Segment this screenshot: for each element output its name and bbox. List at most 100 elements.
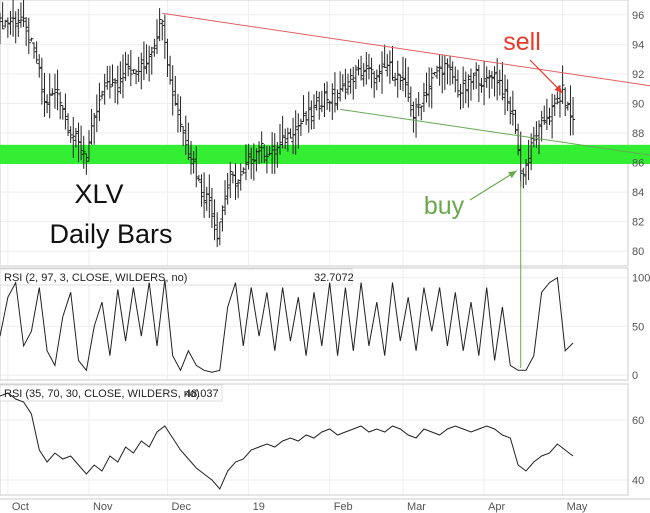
price-bar xyxy=(89,108,94,145)
price-y-tick-label: 96 xyxy=(632,10,644,22)
price-bar xyxy=(8,11,13,35)
price-bar xyxy=(521,167,526,189)
price-bar xyxy=(47,73,52,119)
price-bar xyxy=(448,55,453,86)
price-bar xyxy=(403,58,408,98)
price-bar xyxy=(136,56,141,82)
price-bar xyxy=(183,115,188,155)
price-bar xyxy=(400,56,405,92)
price-bar xyxy=(374,69,379,91)
chart-label-subtitle: Daily Bars xyxy=(49,219,172,249)
price-bar xyxy=(45,94,50,114)
price-bar xyxy=(118,61,123,95)
price-bar xyxy=(560,65,565,104)
price-bar xyxy=(160,19,165,41)
price-bar xyxy=(209,187,214,228)
price-bar xyxy=(513,109,518,135)
price-y-tick-label: 86 xyxy=(632,158,644,170)
price-bar xyxy=(542,105,547,125)
price-bar xyxy=(469,68,473,101)
price-bar xyxy=(387,50,392,84)
price-bar xyxy=(424,72,429,103)
price-bar xyxy=(37,54,42,78)
price-bar xyxy=(105,65,110,90)
price-bar xyxy=(230,171,235,184)
price-bar xyxy=(510,90,515,126)
price-bar xyxy=(427,67,432,108)
x-tick-label: Apr xyxy=(488,501,505,513)
price-bar xyxy=(115,65,120,105)
price-bar xyxy=(123,51,128,81)
price-bar xyxy=(359,55,364,81)
price-bar xyxy=(0,12,2,45)
price-bar xyxy=(225,172,230,205)
price-bar xyxy=(301,95,306,122)
price-bar xyxy=(325,81,330,110)
price-bar xyxy=(547,107,552,126)
x-tick-label: May xyxy=(567,501,588,513)
price-bar xyxy=(243,144,248,181)
price-bar xyxy=(445,58,450,85)
price-y-tick-label: 94 xyxy=(632,39,644,51)
price-bar xyxy=(411,101,416,133)
price-bar xyxy=(259,131,264,164)
price-bar xyxy=(246,143,251,170)
price-bar xyxy=(79,125,84,161)
price-bar xyxy=(314,90,319,111)
price-y-tick-label: 84 xyxy=(632,187,644,199)
price-bar xyxy=(353,64,358,89)
price-bar xyxy=(191,150,196,174)
price-bar xyxy=(128,50,133,87)
price-bar xyxy=(495,58,500,101)
price-y-tick-label: 90 xyxy=(632,98,644,110)
price-bar xyxy=(277,123,282,155)
price-bar xyxy=(552,94,557,117)
price-bar xyxy=(408,86,413,117)
price-bar xyxy=(249,147,254,179)
price-bar xyxy=(270,131,275,174)
price-bar xyxy=(97,82,102,122)
rsi-slow-y-tick-label: 40 xyxy=(632,475,644,487)
price-bar xyxy=(134,69,139,85)
price-bar xyxy=(280,115,285,149)
price-bar xyxy=(147,45,152,82)
rsi-fast-y-tick-label: 100 xyxy=(632,273,650,285)
rsi-fast-y-axis: 0 50 100 xyxy=(632,273,650,382)
price-bar xyxy=(76,122,81,162)
x-axis: Oct Nov Dec 19 Feb Mar Apr May xyxy=(12,501,588,513)
price-bar xyxy=(518,131,523,187)
price-bar xyxy=(283,128,288,150)
price-bar xyxy=(419,105,424,121)
price-bar xyxy=(539,110,544,142)
price-bar xyxy=(288,128,293,139)
price-bar xyxy=(73,127,78,148)
price-bar xyxy=(366,53,371,80)
price-bar xyxy=(340,74,345,92)
chart-label-ticker: XLV xyxy=(74,179,123,209)
price-bar xyxy=(181,125,186,146)
price-bar xyxy=(236,179,241,199)
price-bar xyxy=(471,72,476,90)
price-bars xyxy=(0,0,576,248)
price-bar xyxy=(421,82,426,112)
price-bar xyxy=(474,62,479,89)
price-bar xyxy=(361,63,366,87)
price-bar xyxy=(450,61,455,85)
price-bar xyxy=(58,91,63,120)
price-bar xyxy=(257,141,262,164)
price-bar xyxy=(455,69,460,98)
price-y-tick-label: 82 xyxy=(632,217,644,229)
price-bar xyxy=(102,73,107,105)
price-bar xyxy=(212,199,217,241)
price-bar xyxy=(537,120,542,155)
price-bar xyxy=(50,88,55,96)
buy-annotation: buy xyxy=(424,192,465,220)
price-bar xyxy=(194,146,199,188)
price-bar xyxy=(175,93,180,133)
price-bar xyxy=(204,186,209,211)
price-bar xyxy=(24,16,29,47)
price-bar xyxy=(32,42,37,59)
price-bar xyxy=(338,71,343,102)
price-bar xyxy=(262,144,267,163)
price-bar xyxy=(463,71,468,104)
